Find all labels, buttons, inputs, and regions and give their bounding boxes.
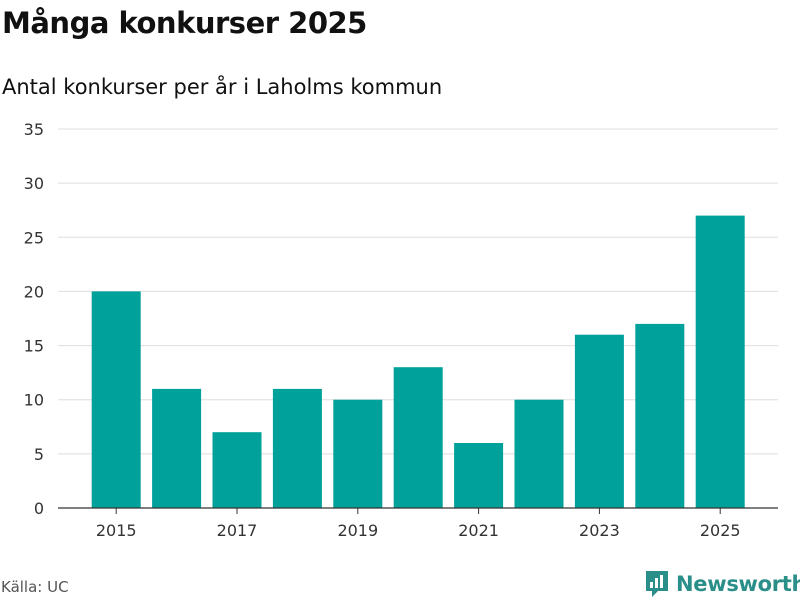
x-tick-label: 2025 bbox=[700, 521, 741, 540]
bar-2018 bbox=[272, 388, 322, 508]
brand-name: Newsworthy bbox=[676, 572, 800, 596]
y-tick-label: 5 bbox=[34, 445, 44, 464]
x-tick-label: 2015 bbox=[96, 521, 137, 540]
chart-subtitle: Antal konkurser per år i Laholms kommun bbox=[2, 75, 443, 99]
source-note: Källa: UC bbox=[1, 578, 69, 596]
y-tick-label: 30 bbox=[24, 174, 44, 193]
x-tick-label: 2017 bbox=[217, 521, 258, 540]
x-tick-label: 2019 bbox=[337, 521, 378, 540]
bar-2017 bbox=[212, 432, 262, 508]
bar-2022 bbox=[514, 399, 564, 508]
x-tick-label: 2021 bbox=[458, 521, 499, 540]
bar-2023 bbox=[574, 334, 624, 508]
bar-2024 bbox=[635, 323, 685, 508]
y-tick-label: 10 bbox=[24, 391, 44, 410]
y-tick-label: 25 bbox=[24, 228, 44, 247]
y-tick-label: 0 bbox=[34, 499, 44, 518]
bar-2021 bbox=[454, 443, 504, 508]
bar-2016 bbox=[152, 388, 202, 508]
chart-title: Många konkurser 2025 bbox=[2, 6, 367, 40]
x-tick-label: 2023 bbox=[579, 521, 620, 540]
bar-2020 bbox=[393, 367, 443, 508]
newsworthy-logo-icon bbox=[646, 571, 668, 597]
bar-2015 bbox=[91, 291, 141, 508]
y-tick-label: 20 bbox=[24, 282, 44, 301]
brand-logo: Newsworthy bbox=[644, 569, 800, 599]
bar-2025 bbox=[695, 215, 745, 508]
y-tick-label: 35 bbox=[24, 120, 44, 139]
y-tick-label: 15 bbox=[24, 337, 44, 356]
bars bbox=[91, 215, 745, 508]
bar-2019 bbox=[333, 399, 383, 508]
